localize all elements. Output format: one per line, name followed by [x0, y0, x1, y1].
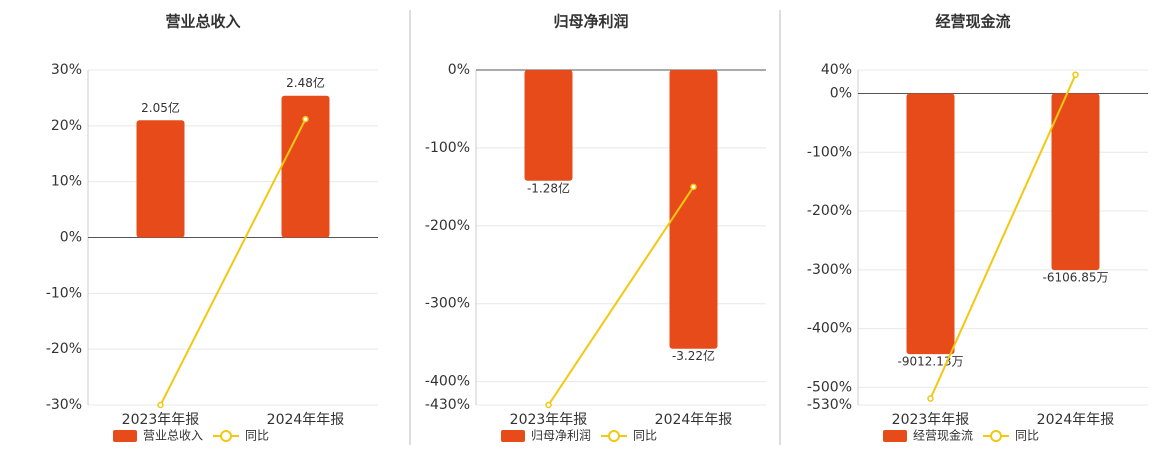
x-tick-label: 2023年年报 [510, 412, 588, 428]
line [159, 118, 307, 406]
value-label: -3.22亿 [672, 348, 715, 363]
value-label: -6106.85万 [1043, 271, 1109, 285]
x-tick-label: 2024年年报 [267, 412, 345, 428]
y-tick-label: -200% [425, 218, 470, 234]
y-tick-label: 30% [51, 62, 82, 78]
y-tick-label: -30% [46, 397, 82, 413]
bar [136, 120, 185, 238]
y-tick-label: 0% [60, 230, 82, 246]
y-tick-label: -300% [807, 262, 852, 278]
y-tick-label: 0% [448, 62, 470, 78]
chart-title: 归母净利润 [553, 13, 628, 31]
legend-label: 同比 [633, 429, 657, 443]
line [929, 74, 1077, 399]
chart-title: 营业总收入 [165, 13, 240, 31]
y-tick-label: 10% [51, 174, 82, 190]
y-tick-label: -530% [807, 397, 852, 413]
legend-label: 同比 [1015, 429, 1039, 443]
legend-label: 同比 [245, 429, 269, 443]
value-label: -9012.13万 [898, 355, 964, 369]
value-label: 2.48亿 [286, 75, 325, 90]
y-tick-label: -400% [807, 321, 852, 337]
y-tick-label: -500% [807, 379, 852, 395]
line [547, 186, 695, 406]
y-tick-label: -100% [807, 144, 852, 160]
legend-swatch [113, 430, 137, 442]
point [927, 395, 934, 402]
point [545, 401, 552, 409]
y-tick-label: -400% [425, 374, 470, 390]
y-tick-label: -300% [425, 296, 470, 312]
y-tick-label: -430% [425, 397, 470, 413]
legend-swatch [883, 430, 907, 442]
y-tick-label: -100% [425, 140, 470, 156]
y-tick-label: -200% [807, 203, 852, 219]
y-tick-label: -10% [46, 285, 82, 301]
legend-label: 营业总收入 [143, 429, 203, 443]
legend-label: 归母净利润 [531, 429, 591, 443]
x-tick-label: 2023年年报 [892, 412, 970, 428]
bar [524, 70, 573, 181]
y-tick-label: 40% [821, 62, 852, 78]
x-tick-label: 2024年年报 [655, 412, 733, 428]
y-tick-label: 0% [830, 86, 852, 102]
y-tick-label: 20% [51, 118, 82, 134]
legend-label: 经营现金流 [913, 428, 973, 443]
value-label: 2.05亿 [141, 100, 180, 115]
x-tick-label: 2024年年报 [1037, 412, 1115, 428]
legend-marker [990, 430, 1002, 442]
value-label: -1.28亿 [527, 180, 570, 195]
y-tick-label: -20% [46, 341, 82, 357]
point [302, 115, 309, 123]
chart-title: 经营现金流 [935, 13, 1010, 31]
bar [906, 93, 955, 355]
point [1072, 71, 1079, 78]
bar [1051, 93, 1100, 271]
point [690, 183, 697, 191]
legend-marker [608, 430, 620, 442]
point [157, 401, 164, 409]
legend-marker [220, 430, 232, 442]
x-tick-label: 2023年年报 [122, 412, 200, 428]
bar [669, 70, 718, 349]
bar [281, 95, 330, 238]
legend-swatch [501, 430, 525, 442]
